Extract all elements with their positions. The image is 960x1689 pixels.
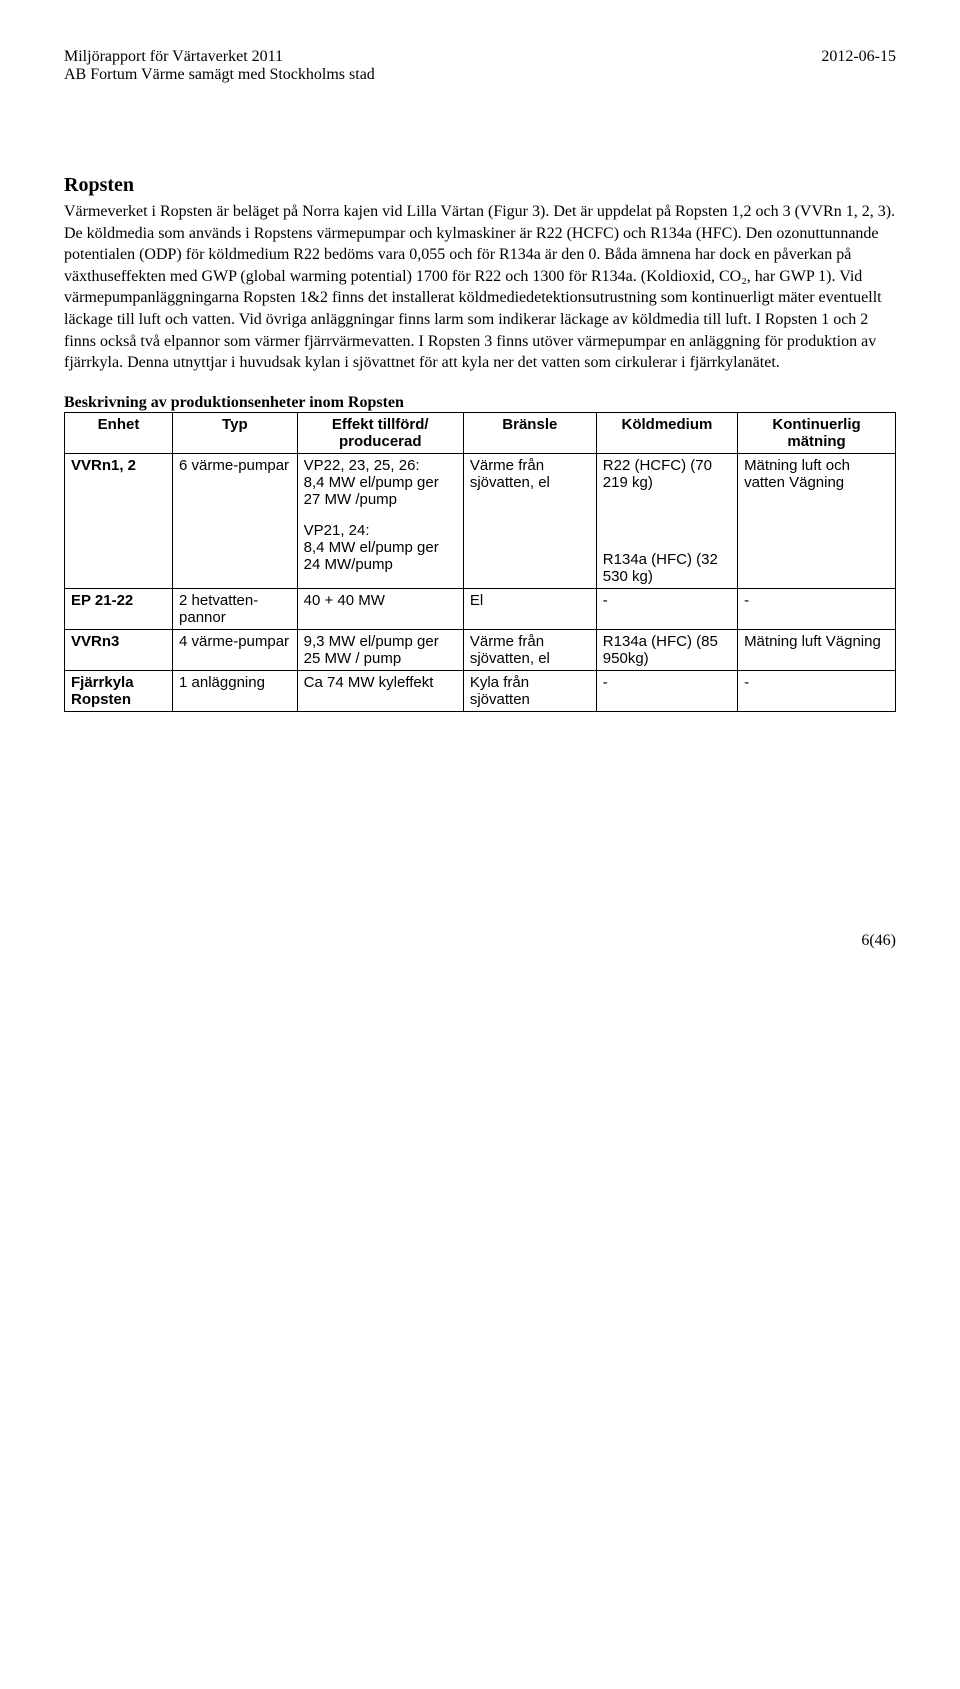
table-row: EP 21-22 2 hetvatten-pannor 40 + 40 MW E…: [65, 588, 896, 629]
cell-bransle: El: [463, 588, 596, 629]
cell-effekt: 40 + 40 MW: [297, 588, 463, 629]
table-row: VVRn3 4 värme-pumpar 9,3 MW el/pump ger …: [65, 629, 896, 670]
cell-effekt: VP22, 23, 25, 26:8,4 MW el/pump ger27 MW…: [297, 453, 463, 588]
cell-typ: 2 hetvatten-pannor: [173, 588, 298, 629]
production-table: Enhet Typ Effekt tillförd/ producerad Br…: [64, 412, 896, 712]
koldmedium-block: R134a (HFC) (32 530 kg): [603, 551, 731, 585]
cell-typ: 6 värme-pumpar: [173, 453, 298, 588]
cell-koldmedium: -: [596, 588, 737, 629]
cell-effekt: Ca 74 MW kyleffekt: [297, 670, 463, 711]
header-subtitle: AB Fortum Värme samägt med Stockholms st…: [64, 66, 375, 84]
cell-bransle: Värme från sjövatten, el: [463, 453, 596, 588]
cell-bransle: Värme från sjövatten, el: [463, 629, 596, 670]
cell-effekt: 9,3 MW el/pump ger 25 MW / pump: [297, 629, 463, 670]
th-effekt: Effekt tillförd/ producerad: [297, 412, 463, 453]
header-date: 2012-06-15: [821, 48, 896, 84]
th-koldmedium: Köldmedium: [596, 412, 737, 453]
cell-kontinuerlig: Mätning luft och vatten Vägning: [738, 453, 896, 588]
cell-koldmedium: R134a (HFC) (85 950kg): [596, 629, 737, 670]
table-caption: Beskrivning av produktionsenheter inom R…: [64, 394, 896, 412]
header-title: Miljörapport för Värtaverket 2011: [64, 48, 375, 66]
table-header-row: Enhet Typ Effekt tillförd/ producerad Br…: [65, 412, 896, 453]
cell-koldmedium: -: [596, 670, 737, 711]
header-left: Miljörapport för Värtaverket 2011 AB For…: [64, 48, 375, 84]
effekt-block: VP22, 23, 25, 26:8,4 MW el/pump ger27 MW…: [304, 457, 457, 508]
cell-typ: 4 värme-pumpar: [173, 629, 298, 670]
koldmedium-block: R22 (HCFC) (70 219 kg): [603, 457, 731, 491]
cell-bransle: Kyla från sjövatten: [463, 670, 596, 711]
table-row: Fjärrkyla Ropsten 1 anläggning Ca 74 MW …: [65, 670, 896, 711]
cell-enhet: EP 21-22: [65, 588, 173, 629]
cell-enhet: VVRn1, 2: [65, 453, 173, 588]
cell-enhet: VVRn3: [65, 629, 173, 670]
cell-typ: 1 anläggning: [173, 670, 298, 711]
th-bransle: Bränsle: [463, 412, 596, 453]
th-enhet: Enhet: [65, 412, 173, 453]
section-body: Värmeverket i Ropsten är beläget på Norr…: [64, 201, 896, 374]
th-kontinuerlig: Kontinuerlig mätning: [738, 412, 896, 453]
effekt-block: VP21, 24:8,4 MW el/pump ger 24 MW/pump: [304, 522, 457, 573]
page-header: Miljörapport för Värtaverket 2011 AB For…: [64, 48, 896, 84]
cell-kontinuerlig: Mätning luft Vägning: [738, 629, 896, 670]
cell-koldmedium: R22 (HCFC) (70 219 kg) R134a (HFC) (32 5…: [596, 453, 737, 588]
cell-kontinuerlig: -: [738, 670, 896, 711]
section-title: Ropsten: [64, 174, 896, 197]
table-row: VVRn1, 2 6 värme-pumpar VP22, 23, 25, 26…: [65, 453, 896, 588]
cell-kontinuerlig: -: [738, 588, 896, 629]
cell-enhet: Fjärrkyla Ropsten: [65, 670, 173, 711]
page-footer: 6(46): [64, 932, 896, 950]
th-typ: Typ: [173, 412, 298, 453]
